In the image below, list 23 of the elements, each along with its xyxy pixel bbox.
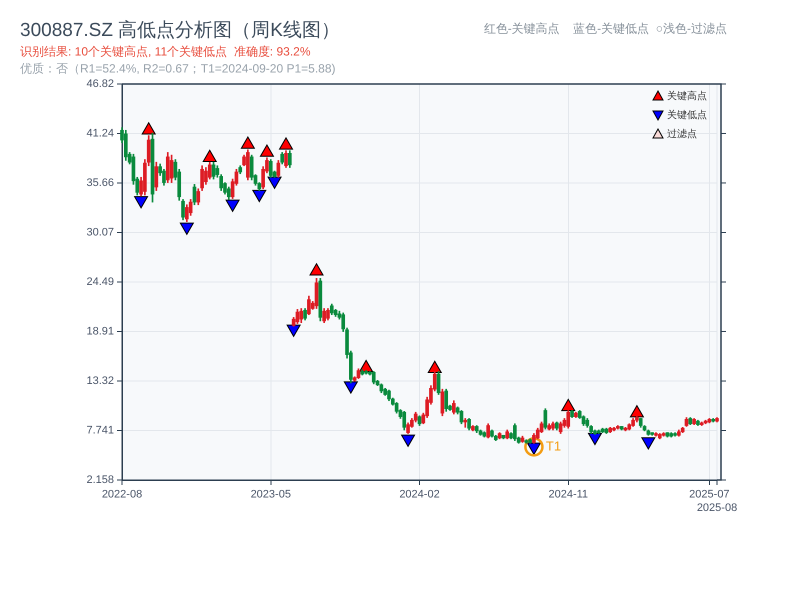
chart-title: 300887.SZ 高低点分析图（周K线图） [20,19,340,42]
legend-label: 关键低点 [667,108,707,121]
x-tick-label: 2025-08 [696,502,738,514]
y-tick-label: 30.07 [86,226,114,239]
y-tick-label: 41.24 [86,128,114,140]
x-tick-label: 2024-11 [548,488,588,501]
legend-label: 关键高点 [667,90,707,102]
y-tick-label: 35.66 [86,176,114,189]
x-tick-label: 2023-05 [250,488,291,501]
y-tick-label: 7.741 [86,424,114,437]
y-tick-label: 18.91 [86,326,114,338]
chart-subtitle: 识别结果: 10个关键高点, 11个关键低点 准确度: 93.2% [20,44,311,58]
x-tick-label: 2025-07 [689,488,730,501]
x-tick-label: 2024-02 [399,488,440,501]
y-tick-label: 13.32 [86,375,114,388]
legend-label: 过滤点 [667,128,697,140]
y-tick-label: 46.82 [86,78,114,90]
y-tick-label: 24.49 [86,276,114,288]
y-tick-label: 2.158 [86,474,114,486]
x-tick-label: 2022-08 [102,488,142,501]
text: 优质：否（R1=52.4%, R2=0.67；T1=2024-09-20 P1=5.88) [20,61,336,76]
data-label: T1 [546,438,562,454]
text: 红色-关键高点 蓝色-关键低点 ○浅色-过滤点 [484,21,727,36]
